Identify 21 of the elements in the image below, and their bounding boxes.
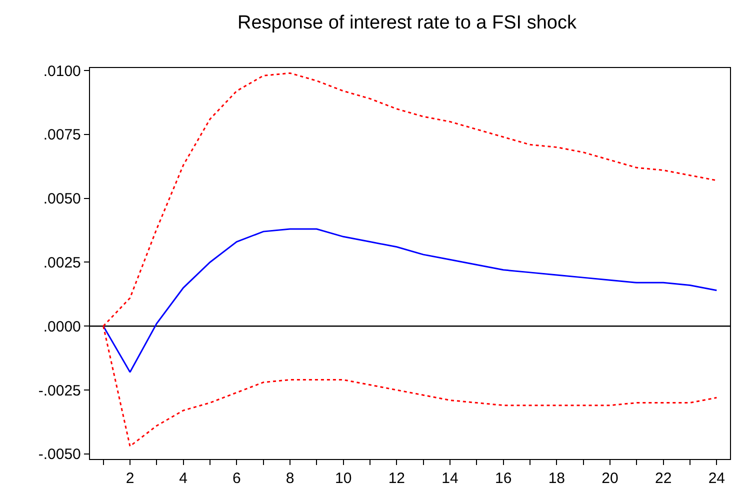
x-tick-label: 10 <box>334 470 352 488</box>
x-tick-label: 2 <box>126 470 134 488</box>
y-tick-label: .0100 <box>43 62 81 80</box>
x-tick-label: 16 <box>494 470 512 488</box>
y-tick-label: .0075 <box>43 126 81 144</box>
x-tick-label: 8 <box>286 470 294 488</box>
x-tick-label: 14 <box>442 470 458 488</box>
chart-title: Response of interest rate to a FSI shock <box>237 12 577 34</box>
x-tick-label: 24 <box>708 470 726 488</box>
y-tick-label: -.0025 <box>38 382 81 400</box>
y-tick-label: .0050 <box>43 190 81 208</box>
x-tick-label: 6 <box>232 470 241 488</box>
y-tick-label: .0000 <box>43 318 81 336</box>
y-tick-label: -.0050 <box>38 446 81 464</box>
x-tick-label: 4 <box>179 470 188 488</box>
x-tick-label: 22 <box>654 470 672 488</box>
x-tick-label: 20 <box>602 470 618 488</box>
line-series <box>102 228 718 373</box>
x-tick-label: 12 <box>388 470 406 488</box>
y-tick-label: .0025 <box>43 254 81 272</box>
x-tick-label: 18 <box>548 470 566 488</box>
